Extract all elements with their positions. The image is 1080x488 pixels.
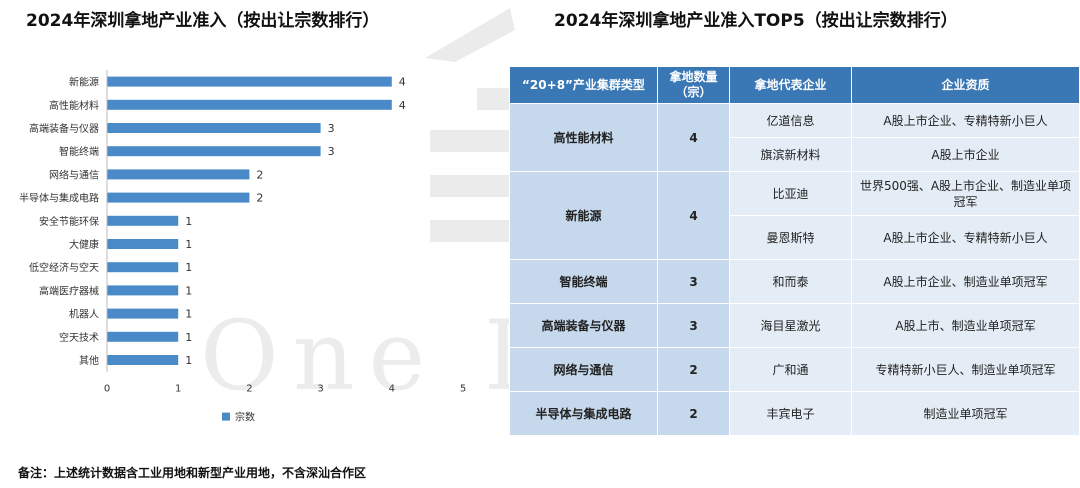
company-cell: 丰宾电子	[729, 391, 852, 436]
bar	[107, 308, 179, 319]
data-label: 4	[399, 76, 406, 89]
qualification-cell: 制造业单项冠军	[851, 391, 1080, 436]
x-tick-label: 0	[104, 384, 110, 395]
table-row: 高性能材料 4 亿道信息 A股上市企业、专精特新小巨人	[509, 103, 1080, 172]
qualification-cell: A股上市企业、制造业单项冠军	[851, 259, 1080, 304]
data-label: 1	[185, 261, 192, 274]
company-cell: 和而泰	[729, 259, 852, 304]
category-label: 低空经济与空天	[29, 261, 99, 274]
land-count-cell: 4	[657, 171, 730, 260]
header-qualification: 企业资质	[851, 66, 1080, 104]
data-label: 1	[185, 354, 192, 367]
cluster-type-cell: 高端装备与仪器	[509, 303, 658, 348]
category-label: 智能终端	[59, 145, 99, 158]
data-label: 1	[185, 238, 192, 251]
category-label: 安全节能环保	[39, 215, 99, 228]
table-header-row: “20+8”产业集群类型 拿地数量（宗） 拿地代表企业 企业资质	[509, 66, 1080, 104]
legend-swatch	[222, 412, 230, 421]
company-cell: 曼恩斯特	[729, 215, 852, 260]
land-count-cell: 4	[657, 103, 730, 172]
table-row: 高端装备与仪器 3 海目星激光 A股上市、制造业单项冠军	[509, 303, 1080, 348]
x-tick-label: 3	[317, 384, 323, 395]
category-label: 空天技术	[59, 331, 99, 344]
x-tick-label: 4	[389, 384, 395, 395]
x-axis-ticks: 0 1 2 3 4 5	[104, 384, 466, 395]
header-land-count: 拿地数量（宗）	[657, 66, 730, 104]
data-label: 4	[399, 99, 406, 112]
land-count-cell: 3	[657, 303, 730, 348]
land-count-cell: 2	[657, 347, 730, 392]
bar-chart: 新能源 4 高性能材料 4 高端装备与仪器 3 智能终端 3 网络与通信 2 半导体与集成电路 2 安全…	[19, 70, 466, 424]
company-cell: 海目星激光	[729, 303, 852, 348]
land-count-cell: 3	[657, 259, 730, 304]
category-label: 机器人	[69, 308, 99, 321]
top5-table: “20+8”产业集群类型 拿地数量（宗） 拿地代表企业 企业资质 高性能材料 4…	[509, 66, 1080, 436]
bar	[107, 285, 179, 296]
data-label: 1	[185, 331, 192, 344]
land-count-cell: 2	[657, 391, 730, 436]
category-label: 大健康	[69, 238, 99, 251]
company-cell: 旗滨新材料	[729, 137, 852, 172]
bar	[107, 331, 179, 342]
x-tick-label: 5	[460, 384, 466, 395]
category-label: 网络与通信	[49, 168, 99, 181]
cluster-type-cell: 网络与通信	[509, 347, 658, 392]
cluster-type-cell: 新能源	[509, 171, 658, 260]
category-label: 高性能材料	[49, 99, 99, 112]
table-row: 曼恩斯特 A股上市企业、专精特新小巨人	[510, 215, 1080, 260]
bar	[107, 146, 321, 157]
data-label: 1	[185, 284, 192, 297]
category-label: 其他	[79, 354, 99, 367]
data-label: 1	[185, 215, 192, 228]
company-cell: 广和通	[729, 347, 852, 392]
table-row: 半导体与集成电路 2 丰宾电子 制造业单项冠军	[509, 391, 1080, 436]
legend: 宗数	[222, 411, 255, 424]
bar	[107, 76, 392, 87]
cluster-type-cell: 智能终端	[509, 259, 658, 304]
bar	[107, 262, 179, 273]
footnote: 备注：上述统计数据含工业用地和新型产业用地，不含深汕合作区	[18, 466, 367, 480]
qualification-cell: 世界500强、A股上市企业、制造业单项冠军	[851, 171, 1080, 216]
qualification-cell: A股上市、制造业单项冠军	[851, 303, 1080, 348]
qualification-cell: 专精特新小巨人、制造业单项冠军	[851, 347, 1080, 392]
data-label: 3	[328, 145, 335, 158]
x-tick-label: 1	[175, 384, 181, 395]
category-label: 新能源	[69, 76, 99, 89]
table-row: 新能源 4 比亚迪 世界500强、A股上市企业、制造业单项冠军	[509, 171, 1080, 260]
cluster-type-cell: 半导体与集成电路	[509, 391, 658, 436]
table-row: 网络与通信 2 广和通 专精特新小巨人、制造业单项冠军	[509, 347, 1080, 392]
bar	[107, 215, 179, 226]
bar	[107, 355, 179, 365]
left-chart-title: 2024年深圳拿地产业准入（按出让宗数排行）	[26, 11, 380, 31]
header-cluster-type: “20+8”产业集群类型	[509, 66, 658, 104]
category-label: 半导体与集成电路	[19, 192, 99, 205]
x-tick-label: 2	[246, 384, 252, 395]
category-label: 高端医疗器械	[39, 284, 99, 297]
header-company: 拿地代表企业	[729, 66, 852, 104]
data-label: 2	[256, 168, 263, 181]
qualification-cell: A股上市企业、专精特新小巨人	[851, 103, 1080, 138]
data-label: 3	[328, 122, 335, 135]
bar	[107, 192, 250, 203]
right-table-title: 2024年深圳拿地产业准入TOP5（按出让宗数排行）	[554, 11, 958, 31]
bar	[107, 99, 392, 110]
company-cell: 亿道信息	[729, 103, 852, 138]
bars: 新能源 4 高性能材料 4 高端装备与仪器 3 智能终端 3 网络与通信 2 半导体与集成电路 2 安全…	[19, 76, 406, 367]
cluster-type-cell: 高性能材料	[509, 103, 658, 172]
bar	[107, 239, 179, 249]
company-cell: 比亚迪	[729, 171, 852, 216]
data-label: 1	[185, 308, 192, 321]
table-row: 智能终端 3 和而泰 A股上市企业、制造业单项冠军	[509, 259, 1080, 304]
qualification-cell: A股上市企业	[851, 137, 1080, 172]
qualification-cell: A股上市企业、专精特新小巨人	[851, 215, 1080, 260]
bar	[107, 123, 321, 133]
legend-label: 宗数	[235, 411, 255, 424]
bar	[107, 169, 250, 180]
data-label: 2	[256, 192, 263, 205]
category-label: 高端装备与仪器	[29, 122, 99, 135]
